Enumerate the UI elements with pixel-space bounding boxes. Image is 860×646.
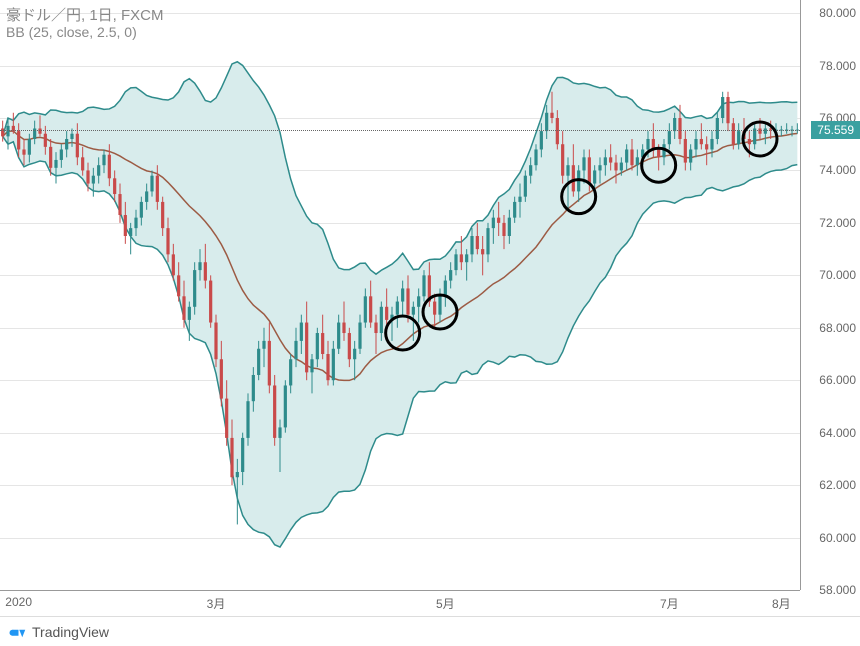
y-tick-label: 60.000 (819, 531, 856, 545)
y-tick-label: 68.000 (819, 321, 856, 335)
brand-text: TradingView (32, 624, 109, 640)
y-tick-label: 78.000 (819, 59, 856, 73)
y-tick-label: 74.000 (819, 163, 856, 177)
y-tick-label: 72.000 (819, 216, 856, 230)
y-tick-label: 62.000 (819, 478, 856, 492)
chart-title: 豪ドル／円, 1日, FXCM (6, 4, 164, 25)
x-tick-label: 2020 (5, 595, 32, 609)
x-tick-label: 7月 (660, 595, 679, 612)
y-axis: 58.00060.00062.00064.00066.00068.00070.0… (800, 0, 860, 590)
y-tick-label: 64.000 (819, 426, 856, 440)
footer: TradingView (0, 616, 860, 646)
chart-svg (0, 0, 800, 590)
chart-area[interactable]: 豪ドル／円, 1日, FXCM BB (25, close, 2.5, 0) (0, 0, 800, 590)
y-tick-label: 70.000 (819, 268, 856, 282)
y-tick-label: 80.000 (819, 6, 856, 20)
x-tick-label: 8月 (772, 595, 791, 612)
x-tick-label: 5月 (436, 595, 455, 612)
tradingview-logo-icon (8, 623, 26, 641)
current-price-line (0, 130, 800, 131)
indicator-label: BB (25, close, 2.5, 0) (6, 24, 137, 40)
current-price-tag: 75.559 (811, 121, 860, 139)
x-tick-label: 3月 (207, 595, 226, 612)
y-tick-label: 66.000 (819, 373, 856, 387)
y-tick-label: 58.000 (819, 583, 856, 597)
x-axis: 2020 3月 5月 7月 8月 (0, 590, 800, 616)
